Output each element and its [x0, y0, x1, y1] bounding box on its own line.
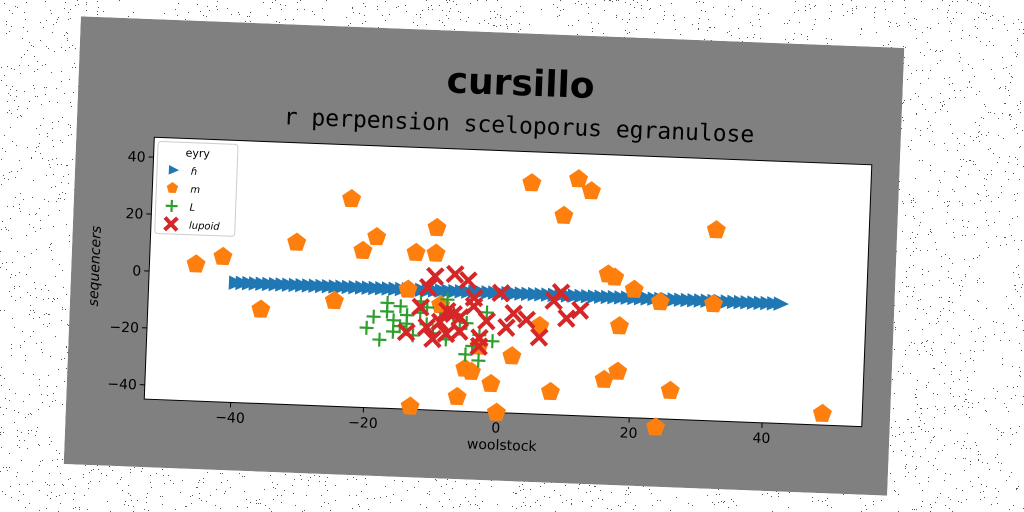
data-point — [486, 402, 507, 421]
legend-marker-0 — [168, 165, 180, 175]
data-point — [398, 279, 418, 298]
legend-title: eyry — [185, 146, 210, 160]
x-tick-label: 20 — [619, 425, 637, 442]
data-point — [540, 381, 560, 401]
legend-label-0: ɦ — [191, 167, 198, 178]
data-point — [551, 283, 571, 302]
data-point — [458, 347, 473, 362]
data-point — [366, 309, 381, 324]
data-point — [324, 290, 344, 310]
data-point — [426, 243, 446, 262]
data-point — [704, 294, 724, 313]
y-axis-label: sequencers — [86, 226, 105, 307]
x-tick-label: 40 — [752, 430, 770, 447]
data-point — [342, 188, 362, 208]
data-point — [406, 242, 426, 262]
chart-figure: cursillo r perpension sceloporus egranul… — [63, 16, 905, 496]
x-axis-label: woolstock — [467, 436, 538, 455]
data-point — [624, 279, 644, 298]
x-tick-label: 0 — [491, 420, 501, 436]
data-point — [425, 266, 445, 286]
data-point — [477, 311, 497, 331]
data-point — [529, 327, 549, 347]
data-point — [471, 353, 486, 368]
data-point — [706, 220, 726, 239]
data-point — [430, 312, 450, 332]
data-point — [569, 169, 589, 188]
data-point — [496, 318, 516, 337]
legend-label-2: L — [189, 203, 195, 214]
data-point — [464, 288, 484, 308]
data-point — [427, 217, 447, 237]
data-point — [367, 226, 387, 246]
y-tick-label: 40 — [127, 149, 145, 166]
data-point — [447, 386, 467, 406]
data-point — [461, 361, 481, 381]
data-point — [646, 417, 666, 436]
legend-marker-2 — [165, 199, 178, 213]
legend-label-3: lupoid — [189, 221, 221, 233]
data-point — [353, 240, 373, 260]
data-point — [522, 173, 542, 192]
data-point — [594, 369, 614, 389]
data-point — [469, 328, 489, 348]
legend-marker-3 — [163, 216, 179, 232]
data-point — [411, 297, 431, 317]
data-point — [399, 316, 414, 331]
y-tick-label: 0 — [132, 263, 142, 279]
data-point — [608, 361, 628, 380]
data-point — [503, 304, 523, 323]
y-tick-label: −40 — [107, 376, 137, 393]
marks-group — [186, 169, 832, 436]
data-point — [393, 299, 408, 314]
data-point — [491, 283, 511, 303]
y-tick-label: 20 — [125, 206, 143, 223]
data-point — [450, 321, 470, 341]
data-point — [400, 396, 420, 415]
data-point — [650, 292, 670, 311]
data-point — [557, 308, 576, 328]
data-point — [773, 296, 789, 311]
data-point — [416, 317, 436, 337]
legend-label-1: m — [190, 185, 200, 196]
data-point — [186, 254, 206, 273]
data-point — [251, 299, 271, 318]
y-tick-label: −20 — [109, 319, 139, 336]
data-point — [287, 232, 307, 251]
x-tick-label: −20 — [348, 415, 378, 432]
data-point — [610, 316, 630, 335]
chart-title: cursillo — [446, 60, 595, 107]
data-point — [380, 295, 395, 310]
data-point — [372, 332, 387, 347]
data-point — [812, 403, 832, 423]
data-point — [660, 380, 680, 400]
data-point — [481, 373, 501, 393]
data-point — [458, 270, 478, 290]
data-point — [423, 329, 443, 349]
series-lupoid-group — [396, 264, 590, 356]
data-point — [502, 346, 522, 365]
data-point — [485, 334, 500, 349]
legend-box — [154, 141, 239, 237]
data-point — [570, 300, 590, 320]
data-point — [396, 322, 416, 342]
data-point — [359, 320, 374, 335]
data-point — [605, 267, 625, 286]
data-point — [581, 181, 601, 200]
data-point — [213, 246, 233, 266]
data-point — [436, 324, 456, 344]
x-tick-label: −40 — [215, 410, 245, 427]
data-point — [418, 277, 438, 297]
scatter-chart: cursillo r perpension sceloporus egranul… — [63, 16, 905, 496]
data-point — [479, 305, 494, 320]
data-point — [554, 205, 574, 224]
data-point — [517, 310, 536, 330]
data-point — [444, 304, 464, 324]
legend-marker-1 — [166, 181, 179, 194]
data-point — [440, 292, 455, 307]
data-point — [445, 264, 465, 284]
axes-group: −40 −20 0 20 40 −40 −20 0 20 40 — [107, 149, 771, 447]
